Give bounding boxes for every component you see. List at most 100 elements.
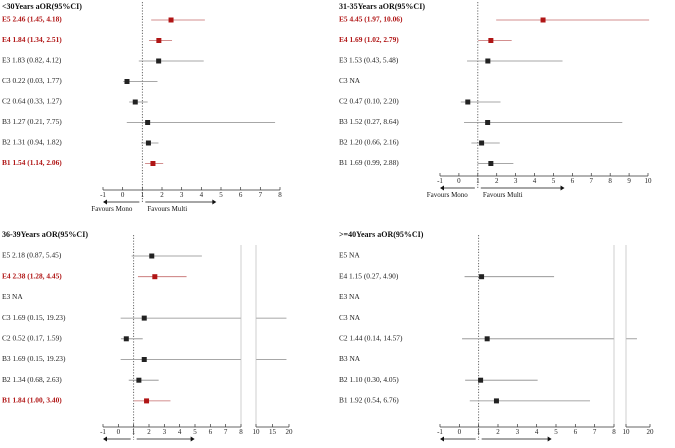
x-tick-label: -1 (437, 177, 443, 185)
point-estimate (145, 140, 151, 146)
right-arrowhead-icon (547, 436, 552, 442)
x-tick-label: 6 (571, 177, 575, 185)
row-label: C3 1.69 (0.15, 19.23) (2, 313, 66, 322)
row-label: B1 1.54 (1.14, 2.06) (2, 158, 62, 167)
x-tick-label: 6 (574, 428, 578, 436)
row-label: C2 0.47 (0.10, 2.20) (339, 97, 399, 106)
point-estimate (149, 253, 155, 259)
x-tick-label: 2 (496, 428, 500, 436)
x-tick-label: 0 (457, 177, 461, 185)
favours-mono-label: Favours Mono (427, 191, 469, 199)
point-estimate (479, 274, 485, 280)
x-tick-label: 5 (554, 428, 558, 436)
favours-multi-label: Favours Multi (147, 205, 187, 213)
x-tick-label: 3 (180, 191, 184, 199)
point-estimate (145, 120, 151, 125)
panel-title: <30Years aOR(95%CI) (2, 2, 82, 11)
x-tick-label: 2 (495, 177, 499, 185)
row-label: B3 1.27 (0.21, 7.75) (2, 117, 62, 126)
row-label: B2 1.31 (0.94, 1.82) (2, 138, 62, 147)
row-label: B2 1.20 (0.66, 2.16) (339, 138, 399, 147)
x-tick-label: 5 (193, 428, 197, 436)
row-label: B3 NA (339, 354, 361, 363)
point-estimate (479, 140, 485, 146)
forest-panel: 36-39Years aOR(95%CI) E5 2.18 (0.87, 5.45… (2, 230, 294, 448)
point-estimate (493, 398, 499, 404)
x-tick-label: 8 (239, 428, 243, 436)
row-label: B1 1.69 (0.99, 2.88) (339, 158, 399, 167)
left-arrowhead-icon (440, 436, 444, 442)
forest-panel: >=40Years aOR(95%CI) E5 NA E4 1.15 (0.27, … (339, 230, 655, 448)
row-label: E4 1.15 (0.27, 4.90) (339, 271, 399, 280)
point-estimate (124, 79, 130, 84)
left-arrowhead-icon (103, 436, 107, 442)
x-tick-label: 10 (645, 177, 653, 185)
x-tick-label: -1 (437, 428, 443, 436)
right-arrowhead-icon (212, 199, 217, 205)
x-tick-label: 8 (608, 177, 612, 185)
x-tick-label: 0 (458, 428, 462, 436)
forest-panel: 31-35Years aOR(95%CI) E5 4.45 (1.97, 10.0… (339, 2, 652, 199)
x-tick-label: 7 (259, 191, 263, 199)
point-estimate (485, 58, 491, 64)
row-label: E5 2.46 (1.45, 4.18) (2, 15, 62, 24)
x-tick-label: 2 (160, 191, 164, 199)
row-label: E4 1.69 (1.02, 2.79) (339, 35, 399, 44)
point-estimate (540, 17, 546, 23)
row-label: C2 0.52 (0.17, 1.59) (2, 334, 62, 343)
x-tick-label: 7 (224, 428, 228, 436)
x-tick-label: 8 (612, 428, 616, 436)
favours-mono-label: Favours Mono (91, 205, 133, 213)
forest-panel: <30Years aOR(95%CI) E5 2.46 (1.45, 4.18) E… (2, 2, 282, 213)
x-tick-label: 10 (623, 428, 631, 436)
point-estimate (478, 377, 484, 383)
point-estimate (152, 274, 158, 280)
left-arrowhead-icon (440, 185, 444, 191)
row-label: B2 1.10 (0.30, 4.05) (339, 375, 399, 384)
x-tick-label: 1 (477, 428, 481, 436)
point-estimate (136, 377, 142, 383)
row-label: B1 1.92 (0.54, 6.76) (339, 396, 399, 405)
x-tick-label: 1 (476, 177, 480, 185)
x-tick-label: 6 (239, 191, 243, 199)
x-tick-label: 4 (535, 428, 539, 436)
favours-multi-label: Favours Multi (483, 191, 523, 199)
x-tick-label: 20 (647, 428, 655, 436)
point-estimate (141, 315, 147, 321)
x-tick-label: 4 (200, 191, 204, 199)
x-tick-label: 0 (121, 191, 125, 199)
x-tick-label: 1 (141, 191, 145, 199)
row-label: B3 1.69 (0.15, 19.23) (2, 354, 66, 363)
point-estimate (488, 38, 494, 43)
x-tick-label: 5 (552, 177, 556, 185)
right-arrowhead-icon (190, 436, 195, 442)
left-arrowhead-icon (103, 199, 107, 205)
row-label: E5 2.18 (0.87, 5.45) (2, 251, 62, 260)
x-tick-label: 0 (117, 428, 121, 436)
point-estimate (141, 357, 147, 362)
point-estimate (144, 398, 150, 404)
row-label: E5 4.45 (1.97, 10.06) (339, 15, 403, 24)
x-tick-label: 7 (590, 177, 594, 185)
x-tick-label: 3 (514, 177, 518, 185)
x-tick-label: 4 (178, 428, 182, 436)
x-tick-label: 20 (286, 428, 294, 436)
x-tick-label: 10 (253, 428, 261, 436)
point-estimate (485, 120, 491, 125)
row-label: C3 NA (339, 76, 361, 85)
panel-title: 36-39Years aOR(95%CI) (2, 230, 88, 239)
row-label: C3 0.22 (0.03, 1.77) (2, 76, 62, 85)
x-tick-label: 8 (278, 191, 282, 199)
x-tick-label: 3 (163, 428, 167, 436)
row-label: E3 1.53 (0.43, 5.48) (339, 56, 399, 65)
point-estimate (132, 99, 138, 105)
x-tick-label: 3 (516, 428, 520, 436)
row-label: B1 1.84 (1.00, 3.40) (2, 396, 62, 405)
panel-title: 31-35Years aOR(95%CI) (339, 2, 425, 11)
x-tick-label: 7 (593, 428, 597, 436)
x-tick-label: 4 (533, 177, 537, 185)
x-tick-label: 9 (627, 177, 631, 185)
point-estimate (465, 99, 471, 105)
